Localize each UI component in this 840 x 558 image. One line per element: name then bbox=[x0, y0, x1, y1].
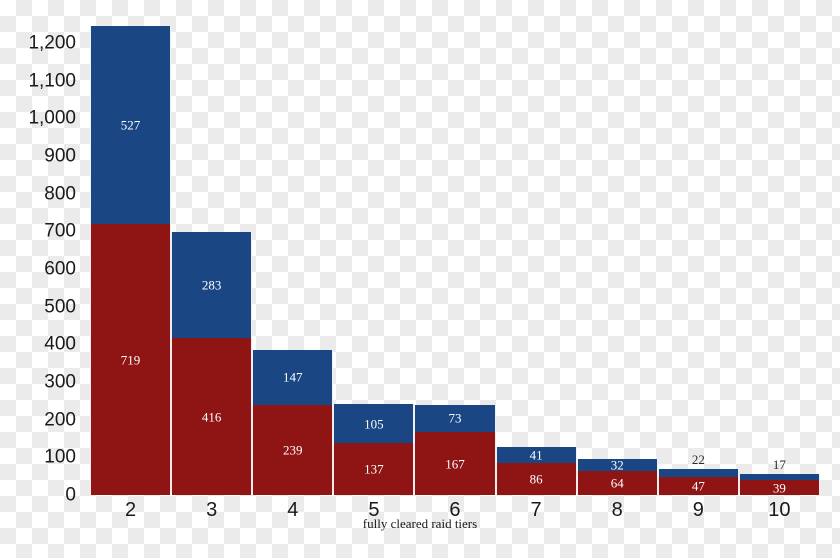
bar-segment-upper[interactable]: 22 bbox=[657, 453, 739, 478]
x-axis-tick-label: 7 bbox=[530, 499, 542, 521]
x-axis-tick-label: 2 bbox=[124, 499, 137, 521]
bar-column[interactable]: 239 147 bbox=[252, 349, 334, 495]
bar-segment-upper[interactable]: 105 bbox=[333, 403, 415, 444]
y-axis-tick-label: 1,100 bbox=[28, 70, 76, 92]
bar-column[interactable]: 64 32 bbox=[576, 457, 658, 495]
bar-segment-upper[interactable]: 17 bbox=[738, 458, 820, 481]
y-axis-tick-label: 300 bbox=[44, 371, 76, 393]
bar-segment-lower[interactable]: 719 bbox=[90, 224, 172, 495]
x-axis-tick-label: 3 bbox=[206, 499, 218, 521]
bar-segment-lower-value: 416 bbox=[201, 409, 222, 425]
bar-segment-upper-value: 527 bbox=[120, 117, 141, 133]
bar-segment-lower-value: 719 bbox=[120, 352, 141, 368]
bar-column[interactable]: 47 22 bbox=[657, 453, 739, 495]
bar-segment-lower-value: 137 bbox=[364, 461, 384, 477]
y-axis-tick-label: 900 bbox=[44, 145, 76, 167]
bar-segment-upper-value: 147 bbox=[283, 369, 303, 385]
y-axis-tick-label: 800 bbox=[44, 183, 76, 205]
bar-segment-upper[interactable]: 32 bbox=[576, 457, 658, 473]
y-axis-tick-label: 400 bbox=[44, 333, 76, 355]
bar-segment-upper[interactable]: 283 bbox=[171, 231, 253, 339]
bar-segment-lower[interactable]: 239 bbox=[252, 404, 334, 495]
bar-segment-lower[interactable]: 47 bbox=[657, 477, 739, 495]
bar-column[interactable]: 86 41 bbox=[495, 447, 577, 495]
y-axis-tick-label: 1,200 bbox=[28, 32, 76, 54]
y-axis-tick-label: 600 bbox=[44, 258, 76, 280]
bar-segment-upper-value: 17 bbox=[772, 456, 786, 472]
bar-segment-upper-value: 41 bbox=[529, 447, 543, 463]
bar-column[interactable]: 719 527 bbox=[90, 25, 172, 495]
bar-segment-lower[interactable]: 86 bbox=[495, 462, 577, 495]
bar-segment-upper[interactable]: 41 bbox=[495, 447, 577, 463]
y-axis-tick-label: 200 bbox=[44, 409, 76, 431]
bar-segment-lower[interactable]: 167 bbox=[414, 432, 496, 495]
bar-segment-lower-value: 239 bbox=[283, 442, 303, 458]
bar-segment-upper-value: 105 bbox=[364, 416, 384, 432]
bar-segment-upper[interactable]: 73 bbox=[414, 404, 496, 433]
bar-segment-lower-value: 47 bbox=[691, 478, 705, 494]
x-axis-tick-label: 8 bbox=[611, 499, 623, 521]
bar-segment-upper[interactable]: 147 bbox=[252, 349, 334, 405]
y-axis-tick-label: 1,000 bbox=[28, 107, 76, 129]
bar-segment-lower-value: 86 bbox=[529, 471, 543, 487]
bar-segment-upper[interactable]: 527 bbox=[90, 25, 172, 225]
y-axis-tick-label: 500 bbox=[44, 296, 76, 318]
bar-segment-upper-value: 73 bbox=[448, 410, 462, 426]
plot-area: 719 527 416 283 239 147 137 105 167 73 86 41 64 32 47 2… bbox=[90, 25, 820, 496]
bar-column[interactable]: 137 105 bbox=[333, 403, 415, 495]
bar-segment-upper-value: 32 bbox=[610, 457, 624, 473]
bar-column[interactable]: 167 73 bbox=[414, 404, 496, 495]
bar-column[interactable]: 416 283 bbox=[171, 231, 253, 495]
x-axis-tick-label: 5 bbox=[368, 499, 380, 521]
bar-segment-lower-value: 39 bbox=[772, 480, 786, 496]
bar-segment-lower[interactable]: 137 bbox=[333, 443, 415, 495]
x-axis-tick-label: 10 bbox=[768, 499, 791, 521]
bar-column[interactable]: 39 17 bbox=[738, 458, 820, 496]
x-axis-title: fully cleared raid tiers bbox=[362, 516, 478, 531]
bar-segment-lower[interactable]: 39 bbox=[738, 480, 820, 496]
bar-segment-upper-value: 22 bbox=[691, 452, 705, 468]
x-axis-tick-label: 9 bbox=[692, 499, 704, 521]
y-axis-tick-label: 700 bbox=[44, 220, 76, 242]
bar-segment-upper-value: 283 bbox=[201, 277, 222, 293]
bar-segment-lower-value: 64 bbox=[610, 475, 624, 491]
x-axis-tick-label: 4 bbox=[287, 499, 299, 521]
bar-segment-lower-value: 167 bbox=[445, 456, 465, 472]
y-axis-tick-label: 100 bbox=[44, 446, 76, 468]
bar-segment-lower[interactable]: 416 bbox=[171, 338, 253, 495]
bar-segment-lower[interactable]: 64 bbox=[576, 470, 658, 495]
y-axis-tick-label: 0 bbox=[65, 484, 76, 506]
x-axis-tick-label: 6 bbox=[449, 499, 461, 521]
